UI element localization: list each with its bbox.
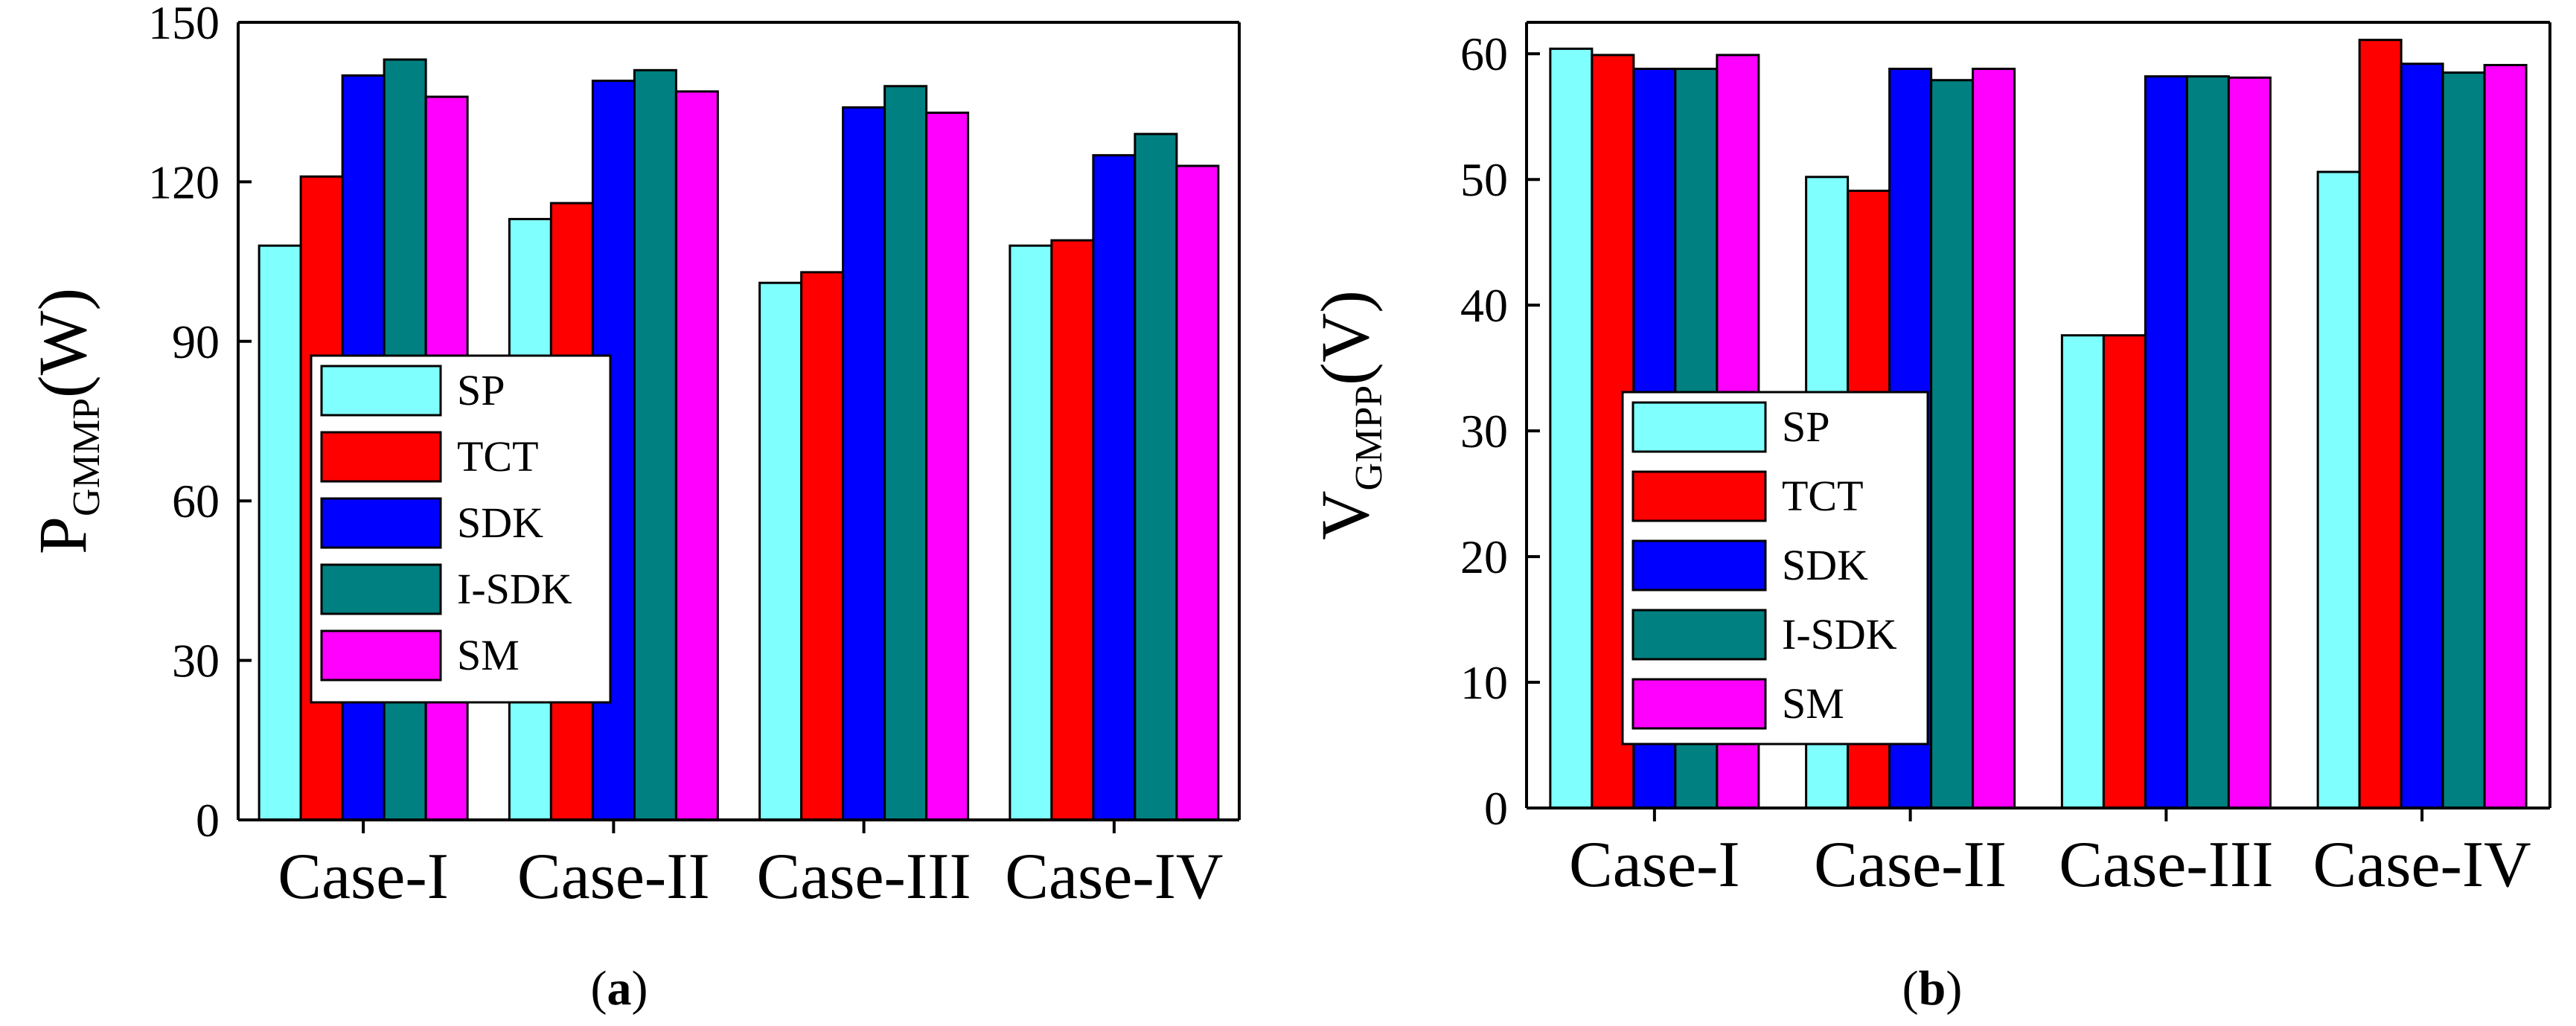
x-tick-label-case-i: Case-I <box>1569 829 1740 901</box>
bar-i-sdk-case-iii <box>883 85 928 821</box>
bar-sp-case-iii <box>758 281 803 821</box>
y-tick-label: 90 <box>172 315 220 368</box>
caption-a: (a) <box>591 961 648 1016</box>
legend-swatch-tct <box>320 431 442 483</box>
bar-sm-case-iii <box>925 111 970 821</box>
legend-label-sm: SM <box>457 631 520 679</box>
bar-i-sdk-case-ii <box>1930 79 1975 809</box>
x-tick-label-case-ii: Case-II <box>1814 829 2007 901</box>
chart-a: Case-I Case-II Case-III Case-IV 0 30 60 90 120 15… <box>25 0 1241 913</box>
bar-sm-case-iv <box>2483 63 2528 809</box>
legend-swatch-sdk <box>1631 539 1767 591</box>
bar-sm-case-iii <box>2227 76 2272 809</box>
legend-swatch-i-sdk <box>1631 609 1767 661</box>
y-tick-label: 30 <box>172 635 220 687</box>
caption-b: (b) <box>1902 961 1963 1016</box>
legend-swatch-sp <box>1631 401 1767 453</box>
legend-label-sdk: SDK <box>1782 541 1868 589</box>
bar-sdk-case-iv <box>1092 154 1137 821</box>
bar-i-sdk-case-iv <box>2441 71 2486 809</box>
y-tick-label: 150 <box>148 0 220 49</box>
y-tick-label: 40 <box>1460 279 1508 332</box>
legend-label-i-sdk: I-SDK <box>457 565 572 613</box>
legend-label-sp: SP <box>457 366 505 414</box>
bar-i-sdk-case-iv <box>1134 132 1178 821</box>
x-tick-label-case-iv: Case-IV <box>2313 829 2531 901</box>
bar-sdk-case-iv <box>2400 62 2444 809</box>
x-tick-label-case-iv: Case-IV <box>1005 841 1223 913</box>
bar-sm-case-iv <box>1175 164 1220 821</box>
legend-swatch-sdk <box>320 497 442 549</box>
bar-sp-case-i <box>258 244 302 821</box>
x-tick-label-case-iii: Case-III <box>2059 829 2273 901</box>
bar-tct-case-iv <box>2358 39 2403 809</box>
y-tick-label: 0 <box>1484 782 1508 835</box>
y-tick-label: 120 <box>148 155 220 208</box>
y-tick-label: 60 <box>172 475 220 528</box>
bar-sdk-case-iii <box>2144 75 2188 809</box>
legend-label-sp: SP <box>1782 403 1830 451</box>
bar-sdk-case-iii <box>842 106 886 821</box>
chart-b: Case-I Case-II Case-III Case-IV 0 10 20 30 40 50 6… <box>1307 21 2551 901</box>
bar-i-sdk-case-iii <box>2185 75 2230 809</box>
bar-sp-case-i <box>1549 47 1594 809</box>
bar-tct-case-iv <box>1050 239 1095 821</box>
x-tick-label-case-iii: Case-III <box>756 841 971 913</box>
y-tick-label: 10 <box>1460 656 1508 709</box>
x-tick-label-case-ii: Case-II <box>517 841 710 913</box>
y-tick-label: 20 <box>1460 530 1508 583</box>
bar-tct-case-iii <box>800 271 845 821</box>
y-tick-label: 60 <box>1460 28 1508 80</box>
bar-sp-case-iv <box>1009 244 1053 821</box>
bar-sm-case-ii <box>674 90 719 821</box>
y-axis-title: VGMPP(V) <box>1307 290 1390 540</box>
bar-tct-case-iii <box>2102 334 2147 809</box>
legend-swatch-tct <box>1631 470 1767 522</box>
y-axis-title: PGMMP(W) <box>25 288 108 554</box>
bar-sm-case-ii <box>1972 68 2016 809</box>
y-tick-label: 0 <box>196 794 220 847</box>
bar-sp-case-iv <box>2316 170 2361 809</box>
legend-swatch-i-sdk <box>320 563 442 615</box>
legend-label-i-sdk: I-SDK <box>1782 610 1897 658</box>
bar-i-sdk-case-ii <box>633 68 677 821</box>
x-tick-label-case-i: Case-I <box>278 841 449 913</box>
legend-label-tct: TCT <box>1782 472 1864 520</box>
legend-swatch-sm <box>1631 678 1767 730</box>
y-tick-label: 50 <box>1460 153 1508 206</box>
bar-sp-case-iii <box>2060 334 2105 809</box>
legend-swatch-sm <box>320 629 442 682</box>
y-tick-label: 30 <box>1460 405 1508 458</box>
legend-label-tct: TCT <box>457 432 539 481</box>
legend-swatch-sp <box>320 365 442 417</box>
legend-label-sdk: SDK <box>457 498 543 547</box>
legend-label-sm: SM <box>1782 679 1844 728</box>
